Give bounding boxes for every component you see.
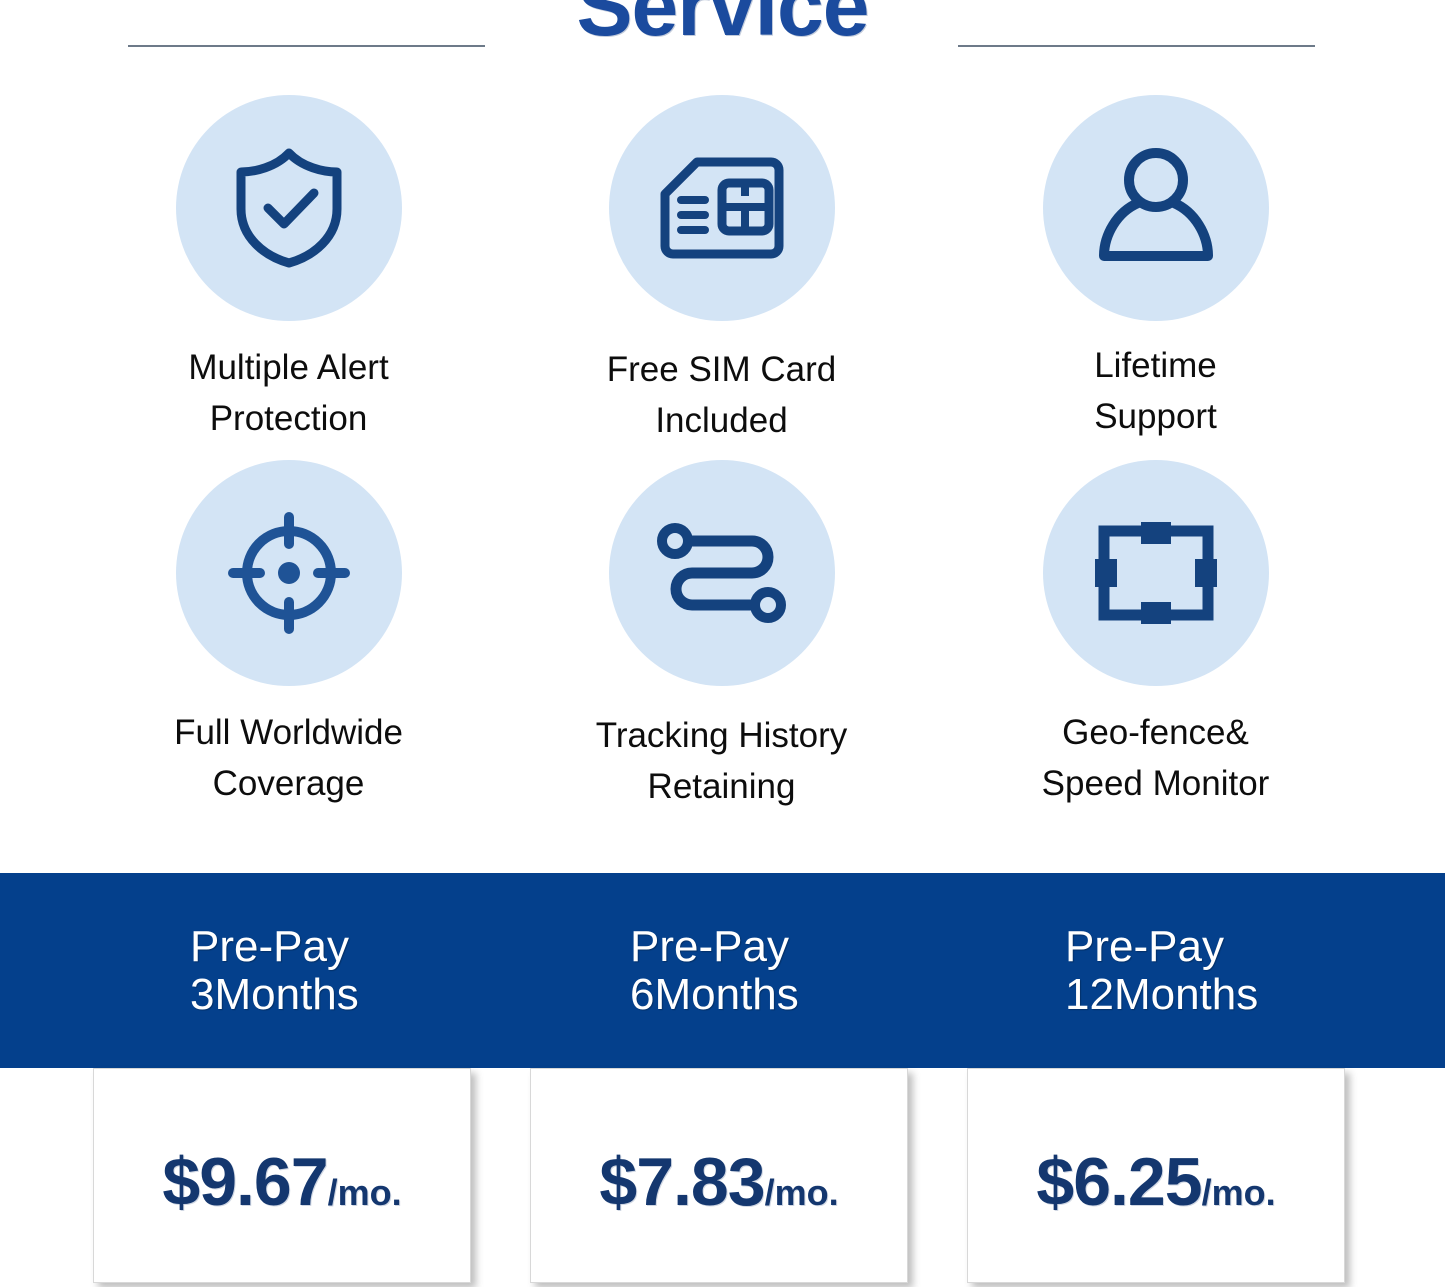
feature-label: Geo-fence& Speed Monitor xyxy=(1041,713,1270,803)
plan-header-12months[interactable]: Pre-Pay 12Months xyxy=(1065,873,1435,1068)
plan-line-1: Pre-Pay xyxy=(630,922,789,972)
feature-free-sim-card-included: Free SIM Card Included xyxy=(481,95,962,465)
plan-line-1: Pre-Pay xyxy=(1065,922,1224,972)
plan-header-3months[interactable]: Pre-Pay 3Months xyxy=(190,873,550,1068)
feature-geo-fence-speed-monitor: Geo-fence& Speed Monitor xyxy=(915,460,1396,830)
features-row-2: Full Worldwide Coverage Tracking History… xyxy=(0,460,1445,830)
crosshair-target-icon xyxy=(175,460,402,686)
price-amount: $9.67 xyxy=(162,1143,328,1220)
feature-label: Free SIM Card Included xyxy=(606,350,837,440)
price-value: $7.83 /mo. xyxy=(599,1143,838,1221)
price-card-12months[interactable]: $6.25 /mo. xyxy=(967,1068,1345,1283)
feature-label: Tracking History Retaining xyxy=(595,716,848,806)
price-period: /mo. xyxy=(764,1171,839,1213)
feature-tracking-history-retaining: Tracking History Retaining xyxy=(481,460,962,830)
shield-check-icon xyxy=(175,95,402,321)
feature-multiple-alert-protection: Multiple Alert Protection xyxy=(48,95,529,465)
price-value: $6.25 /mo. xyxy=(1036,1143,1275,1221)
header-divider-right xyxy=(958,45,1315,47)
price-period: /mo. xyxy=(1201,1171,1276,1213)
page-title: Service xyxy=(576,0,870,53)
price-card-3months[interactable]: $9.67 /mo. xyxy=(93,1068,471,1283)
geo-fence-icon xyxy=(1042,460,1269,686)
feature-label: Full Worldwide Coverage xyxy=(174,713,403,803)
price-card-6months[interactable]: $7.83 /mo. xyxy=(530,1068,908,1283)
features-row-1: Multiple Alert Protection Free SI xyxy=(0,95,1445,465)
header-divider-left xyxy=(128,45,485,47)
sim-card-icon xyxy=(608,95,835,321)
features-grid: Multiple Alert Protection Free SI xyxy=(0,95,1445,855)
user-person-icon xyxy=(1042,95,1269,321)
feature-lifetime-support: Lifetime Support xyxy=(915,95,1396,465)
price-value: $9.67 /mo. xyxy=(162,1143,401,1221)
plan-header-6months[interactable]: Pre-Pay 6Months xyxy=(630,873,990,1068)
route-path-icon xyxy=(608,460,835,686)
feature-full-worldwide-coverage: Full Worldwide Coverage xyxy=(48,460,529,830)
price-amount: $6.25 xyxy=(1036,1143,1202,1220)
pricing-banner: Pre-Pay 3Months Pre-Pay 6Months Pre-Pay … xyxy=(0,873,1445,1068)
plan-line-1: Pre-Pay xyxy=(190,922,349,972)
price-amount: $7.83 xyxy=(599,1143,765,1220)
feature-label: Multiple Alert Protection xyxy=(188,348,389,438)
price-period: /mo. xyxy=(327,1171,402,1213)
plan-line-2: 3Months xyxy=(190,969,359,1019)
page-header: Service xyxy=(0,0,1445,86)
plan-line-2: 6Months xyxy=(630,969,799,1019)
feature-label: Lifetime Support xyxy=(1094,346,1217,436)
plan-line-2: 12Months xyxy=(1065,969,1259,1019)
